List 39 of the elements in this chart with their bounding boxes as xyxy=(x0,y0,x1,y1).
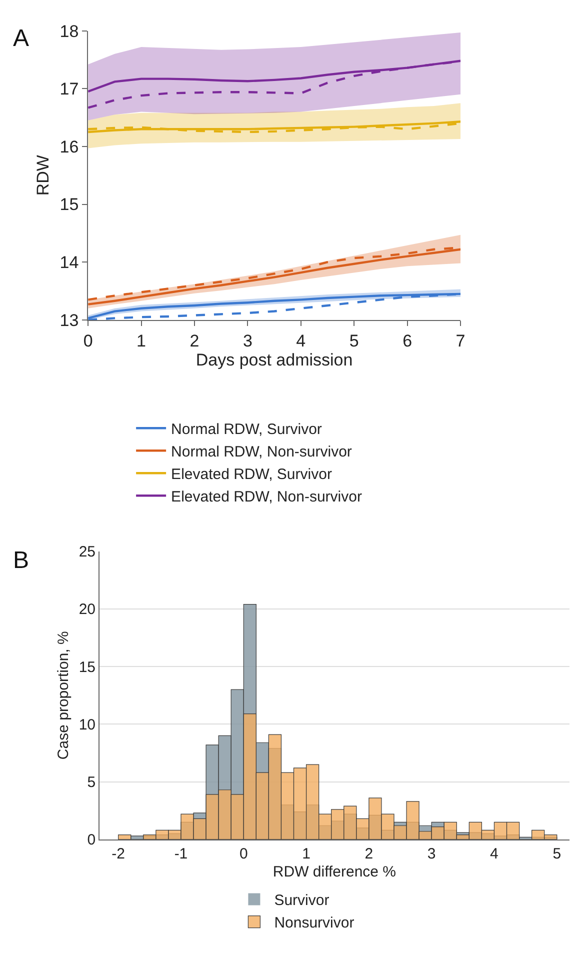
x-tick-label: 7 xyxy=(456,331,466,350)
x-tick-label: 3 xyxy=(427,845,436,862)
y-tick-label: 10 xyxy=(78,716,96,734)
y-tick-label: 25 xyxy=(78,544,96,561)
legend-label: Normal RDW, Survivor xyxy=(171,421,322,438)
x-axis-title: Days post admission xyxy=(196,350,353,370)
x-tick-label: 1 xyxy=(302,845,310,862)
y-tick-label: 20 xyxy=(78,601,96,618)
y-tick-label: 17 xyxy=(60,80,79,99)
y-axis-title: RDW xyxy=(33,155,52,196)
y-tick-label: 0 xyxy=(87,832,96,849)
legend-label: Normal RDW, Non-survivor xyxy=(171,444,352,460)
legend-label: Elevated RDW, Survivor xyxy=(171,466,332,483)
x-tick-label: 4 xyxy=(490,845,498,862)
y-tick-label: 15 xyxy=(60,195,79,214)
y-tick-label: 13 xyxy=(60,310,79,330)
x-tick-label: 2 xyxy=(190,331,200,350)
x-tick-label: -1 xyxy=(174,845,188,862)
x-tick-label: 3 xyxy=(242,331,252,350)
chart-title: B xyxy=(13,547,30,574)
chart-title: A xyxy=(13,25,30,52)
y-tick-label: 18 xyxy=(60,22,79,41)
x-tick-label: 2 xyxy=(364,845,374,862)
y-tick-label: 14 xyxy=(60,253,79,272)
legend-label: Elevated RDW, Non-survivor xyxy=(171,488,362,506)
x-axis-title: RDW difference % xyxy=(272,863,396,880)
legend-label: Nonsurvivor xyxy=(274,914,354,932)
y-axis-title: Case proportion, % xyxy=(55,631,72,760)
y-tick-label: 15 xyxy=(78,658,96,676)
x-tick-label: -2 xyxy=(112,845,126,862)
x-tick-label: 5 xyxy=(552,845,562,862)
x-tick-label: 4 xyxy=(296,331,306,350)
x-tick-label: 1 xyxy=(136,331,146,350)
legend-label: Survivor xyxy=(274,892,330,910)
x-tick-label: 6 xyxy=(402,331,412,350)
x-tick-label: 0 xyxy=(239,845,248,862)
y-tick-label: 5 xyxy=(87,774,96,792)
x-tick-label: 5 xyxy=(349,331,359,350)
y-tick-label: 16 xyxy=(60,137,79,156)
